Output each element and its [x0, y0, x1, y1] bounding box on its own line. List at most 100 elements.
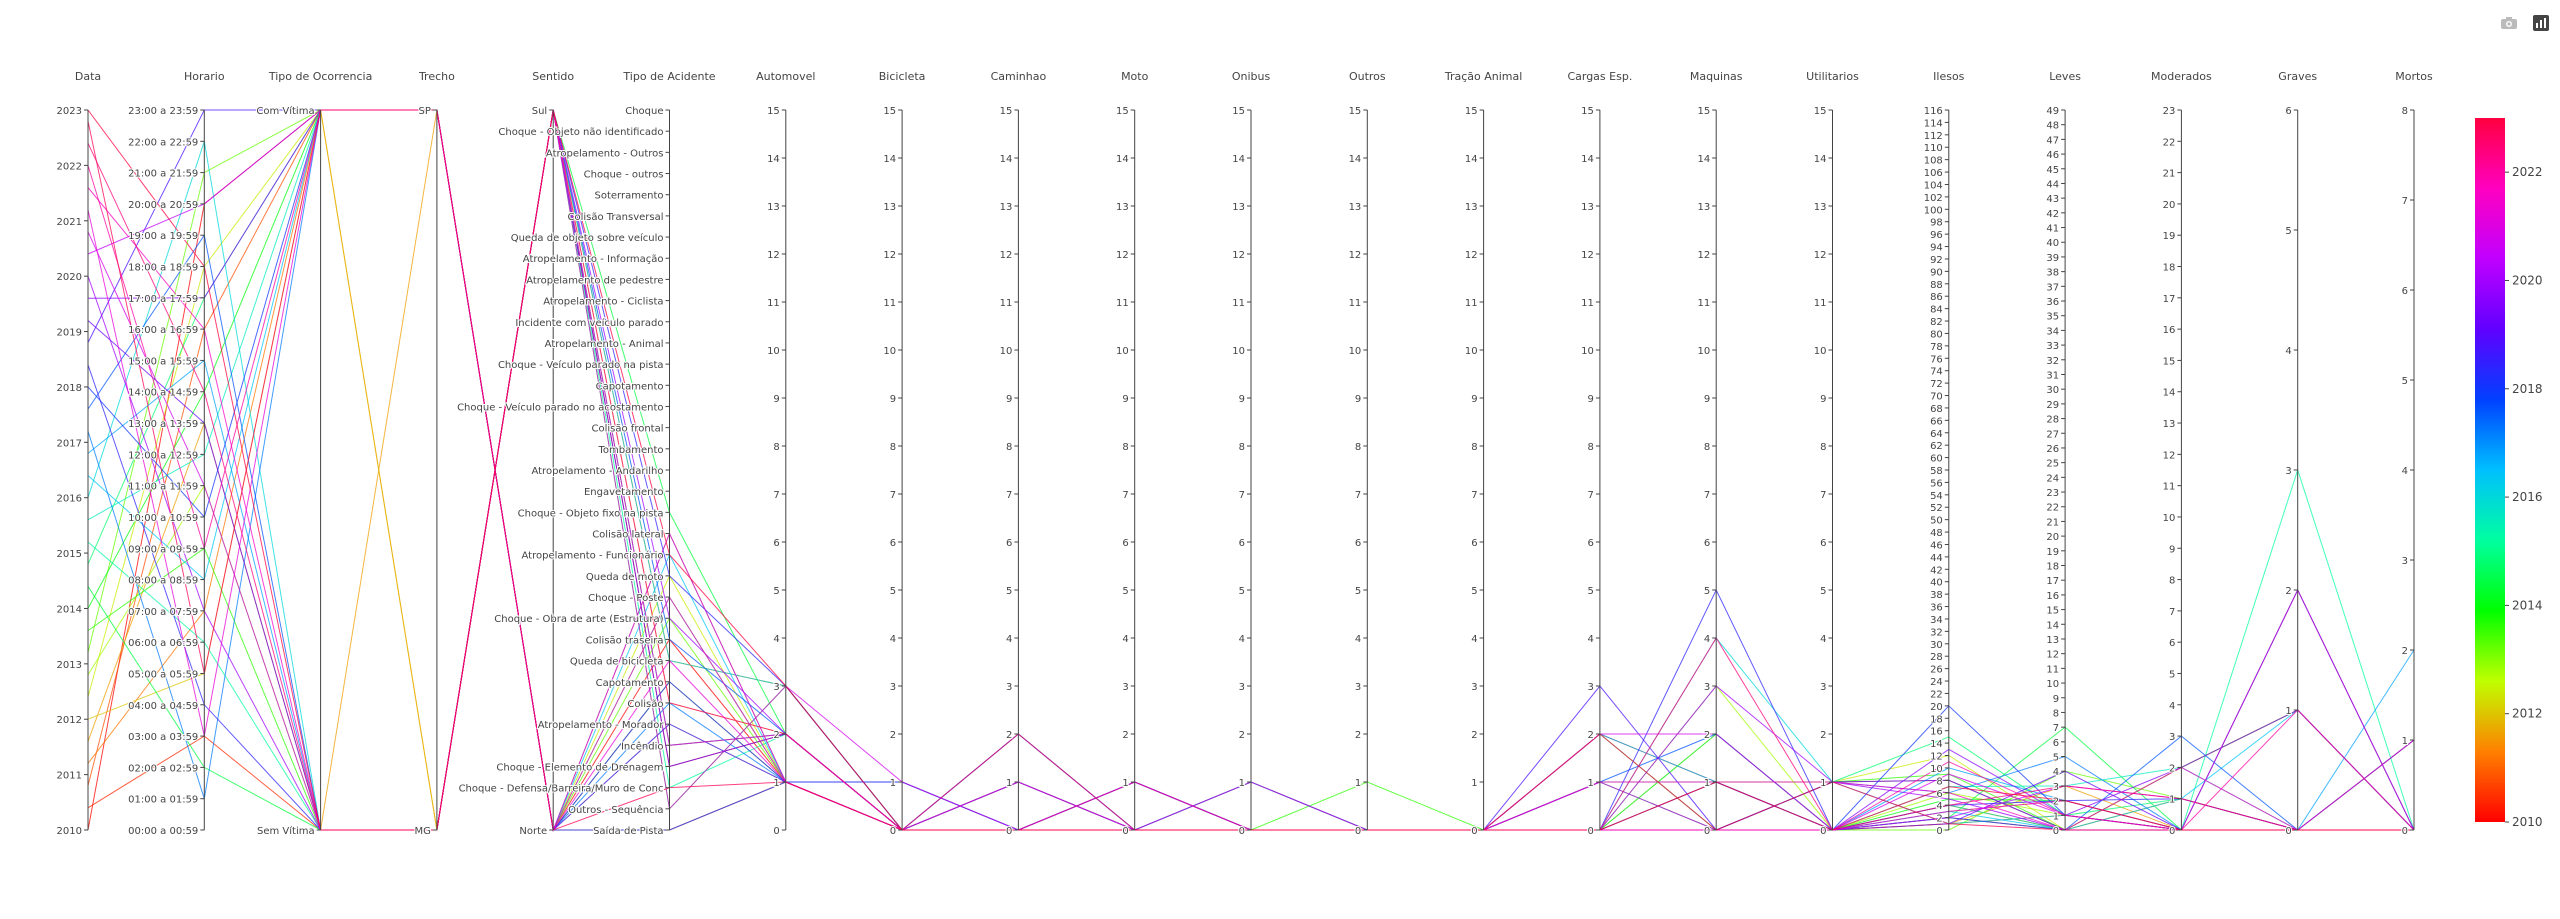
tick-label: 104 [1924, 180, 1943, 191]
tick-label: 2 [1122, 730, 1128, 741]
colorbar-tick-label: 2012 [2512, 707, 2543, 721]
tick-label: Colisão [627, 699, 663, 710]
tick-label: 11 [767, 298, 780, 309]
tick-label: 13 [1697, 202, 1710, 213]
axis: Tipo de Acidente Choque Choque - Objeto nã… [456, 70, 716, 838]
axis-title: Trecho [418, 70, 455, 83]
tick-label: 10 [1465, 346, 1478, 357]
tick-label: 6 [2169, 638, 2175, 649]
tick-label: 21:00 a 21:59 [128, 169, 198, 180]
tick-label: 108 [1924, 156, 1943, 167]
axis-title: Caminhao [991, 70, 1047, 83]
tick-label: 4 [2402, 466, 2408, 477]
axis: Data 2023 2022 2021 2020 2019 2018 2017 2016 2015… [56, 70, 102, 838]
tick-label: 43 [2046, 194, 2059, 205]
tick-label: Choque - Veículo parado no acostamento [457, 401, 663, 413]
tick-label: 11 [1232, 298, 1245, 309]
tick-label: 12 [1814, 250, 1827, 261]
tick-label: 5 [2285, 226, 2291, 237]
axis-title: Ilesos [1933, 70, 1965, 83]
tick-label: 8 [2169, 576, 2175, 587]
tick-label: 90 [1930, 267, 1943, 278]
tick-label: 3 [1471, 682, 1477, 693]
tick-label: Sul [532, 106, 547, 117]
tick-label: Sem Vítima [257, 825, 315, 837]
tick-label: 15 [2046, 606, 2059, 617]
axis-title: Horario [184, 70, 225, 83]
tick-label: 2 [890, 730, 896, 741]
tick-label: 2013 [57, 660, 82, 671]
tick-label: 6 [773, 538, 779, 549]
tick-label: 100 [1924, 205, 1943, 216]
tick-label: Soterramento [595, 191, 664, 202]
tick-label: 5 [890, 586, 896, 597]
tick-label: 13 [2163, 419, 2176, 430]
axis-title: Utilitarios [1806, 70, 1859, 83]
tick-label: 31 [2046, 370, 2059, 381]
tick-label: 0 [2402, 826, 2408, 837]
tick-label: 11 [883, 298, 896, 309]
tick-label: 11 [1697, 298, 1710, 309]
tick-label: 68 [1930, 404, 1943, 415]
tick-label: 86 [1930, 292, 1943, 303]
tick-label: 33 [2046, 341, 2059, 352]
plotly-logo-icon[interactable] [2528, 12, 2554, 34]
tick-label: 5 [1588, 586, 1594, 597]
tick-label: 8 [890, 442, 896, 453]
tick-label: 32 [2046, 356, 2059, 367]
tick-label: 6 [1355, 538, 1361, 549]
tick-label: 2 [1704, 730, 1710, 741]
tick-label: 4 [1122, 634, 1128, 645]
axis-title: Data [75, 70, 101, 83]
tick-label: 1 [1704, 778, 1710, 789]
tick-label: 4 [2285, 346, 2291, 357]
tick-label: 8 [1936, 776, 1942, 787]
tick-label: 12 [1349, 250, 1362, 261]
tick-label: 112 [1924, 131, 1943, 142]
tick-label: 13:00 a 13:59 [128, 419, 198, 430]
tick-label: 47 [2046, 135, 2059, 146]
tick-label: 7 [2169, 607, 2175, 618]
tick-label: 0 [1471, 826, 1477, 837]
tick-label: 12:00 a 12:59 [128, 450, 198, 461]
tick-label: 5 [2402, 376, 2408, 387]
tick-label: 50 [1930, 516, 1943, 527]
tick-label: 2 [773, 730, 779, 741]
tick-label: 3 [1006, 682, 1012, 693]
colorbar: 2022 2020 2018 2016 2014 2012 2010 [2475, 118, 2543, 829]
tick-label: 2015 [57, 549, 82, 560]
tick-label: 06:00 a 06:59 [128, 638, 198, 649]
tick-label: 1 [890, 778, 896, 789]
tick-label: 3 [2053, 782, 2059, 793]
axis: Tipo de Ocorrencia Com Vítima Sem Vítima [255, 70, 372, 838]
tick-label: 58 [1930, 466, 1943, 477]
tick-label: 15 [883, 106, 896, 117]
tick-label: 11 [1814, 298, 1827, 309]
tick-label: 07:00 a 07:59 [128, 607, 198, 618]
tick-label: 6 [2053, 738, 2059, 749]
tick-label: 01:00 a 01:59 [128, 795, 198, 806]
tick-label: 2 [1936, 814, 1942, 825]
tick-label: 78 [1930, 342, 1943, 353]
tick-label: 9 [1006, 394, 1012, 405]
tick-label: 26 [2046, 444, 2059, 455]
tick-label: 2 [1355, 730, 1361, 741]
tick-label: 1 [773, 778, 779, 789]
camera-icon[interactable] [2496, 12, 2522, 34]
tick-label: 6 [1471, 538, 1477, 549]
tick-label: 56 [1930, 478, 1943, 489]
tick-label: 24 [1930, 677, 1943, 688]
tick-label: 12 [767, 250, 780, 261]
axis-title: Sentido [532, 70, 574, 83]
tick-label: 10 [767, 346, 780, 357]
tick-label: 2 [1820, 730, 1826, 741]
tick-label: 40 [1930, 578, 1943, 589]
tick-label: 11 [2046, 664, 2059, 675]
tick-label: 14 [2046, 620, 2059, 631]
tick-label: Capotamento [596, 678, 664, 689]
tick-label: 22 [2163, 137, 2176, 148]
tick-label: 18:00 a 18:59 [128, 263, 198, 274]
